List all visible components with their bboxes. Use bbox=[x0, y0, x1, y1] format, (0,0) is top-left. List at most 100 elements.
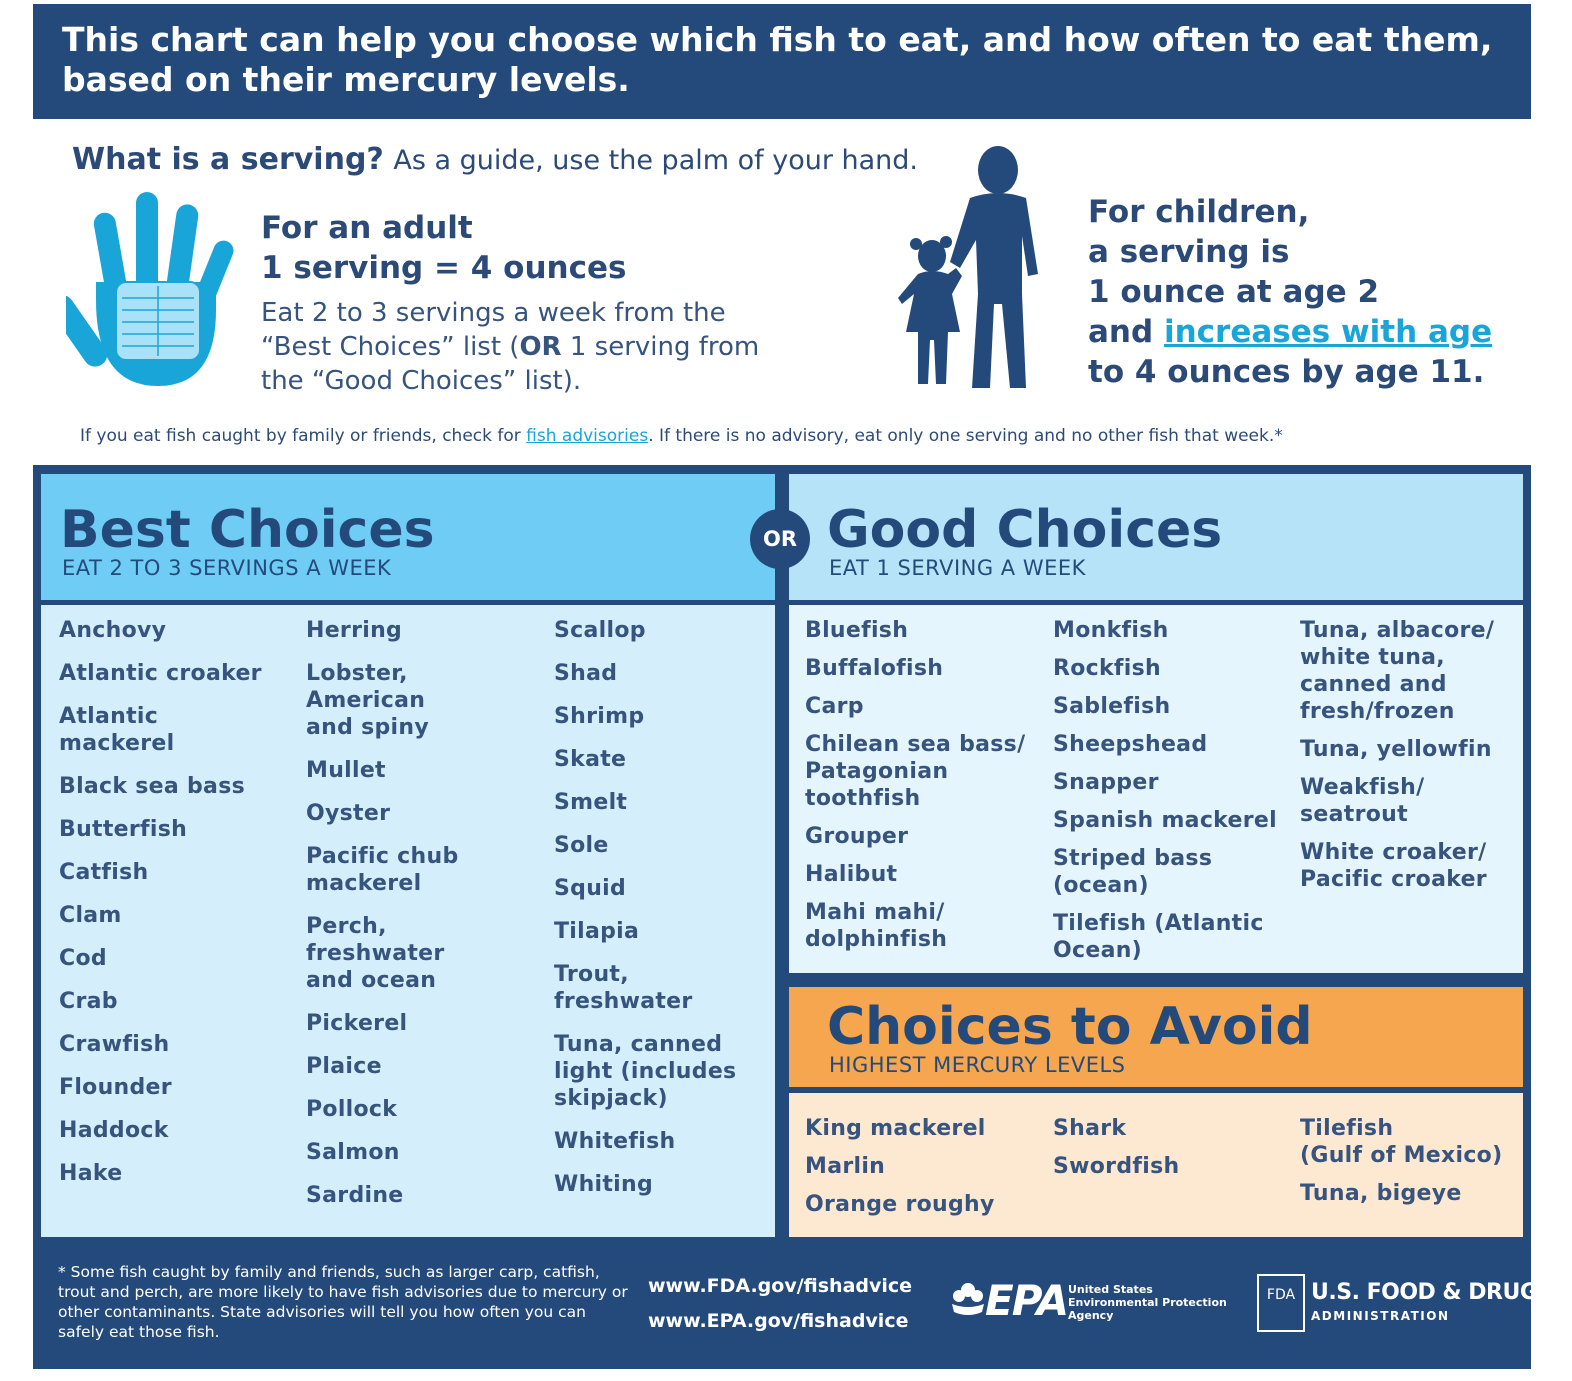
best-column-1: Anchovy Atlantic croaker Atlantic mackerel B… bbox=[59, 617, 289, 1203]
advisory-note: If you eat fish caught by family or frie… bbox=[80, 426, 1283, 446]
adult-serving-text: Eat 2 to 3 servings a week from the “Bes… bbox=[261, 296, 781, 398]
fish-list-item: Shad bbox=[554, 661, 618, 686]
fish-advisories-link[interactable]: fish advisories bbox=[526, 426, 649, 446]
footnote: * Some fish caught by family and friends… bbox=[58, 1263, 628, 1341]
fish-list-item: Snapper bbox=[1053, 770, 1159, 795]
fda-logo-mark: FDA bbox=[1257, 1274, 1305, 1332]
fda-name: U.S. FOOD & DRUG bbox=[1311, 1280, 1538, 1305]
avoid-column-2: Shark Swordfish bbox=[1053, 1115, 1293, 1191]
or-badge: OR bbox=[750, 509, 810, 569]
fish-list-item: Sole bbox=[554, 833, 609, 858]
good-choices-list: Bluefish Buffalofish Carp Chilean sea bass/… bbox=[789, 605, 1523, 973]
epa-flower-icon bbox=[952, 1283, 984, 1315]
child-line1: For children, bbox=[1088, 194, 1310, 230]
fish-list-item: Tuna, yellowfin bbox=[1300, 737, 1492, 762]
fish-list-item: Weakfish/seatrout bbox=[1300, 775, 1425, 827]
fish-list-item: Sheepshead bbox=[1053, 732, 1208, 757]
child-line3: 1 ounce at age 2 bbox=[1088, 274, 1380, 310]
fish-list-item: Flounder bbox=[59, 1075, 172, 1100]
fish-list-item: Smelt bbox=[554, 790, 628, 815]
child-line4: and increases with age bbox=[1088, 312, 1492, 352]
best-column-2: Herring Lobster, American and spiny Mullet Oy… bbox=[306, 617, 536, 1225]
child-line2: a serving is bbox=[1088, 234, 1290, 270]
fish-list-item: Spanish mackerel bbox=[1053, 808, 1277, 833]
fish-list-item: Marlin bbox=[805, 1154, 886, 1179]
best-choices-subtitle: EAT 2 TO 3 SERVINGS A WEEK bbox=[62, 556, 392, 580]
fish-list-item: Anchovy bbox=[59, 618, 167, 643]
best-choices-title: Best Choices bbox=[60, 500, 435, 560]
fish-list-item: Rockfish bbox=[1053, 656, 1161, 681]
fish-list-item: Tuna, bigeye bbox=[1300, 1181, 1462, 1206]
adult-line1: For an adult bbox=[261, 210, 473, 246]
fish-list-item: Striped bass (ocean) bbox=[1053, 846, 1213, 898]
fish-list-item: Buffalofish bbox=[805, 656, 944, 681]
good-column-1: Bluefish Buffalofish Carp Chilean sea bass/… bbox=[805, 617, 1045, 964]
fish-list-item: Whitefish bbox=[554, 1129, 676, 1154]
fish-list-item: Mullet bbox=[306, 758, 386, 783]
fish-list-item: Plaice bbox=[306, 1054, 382, 1079]
fish-list-item: Salmon bbox=[306, 1140, 400, 1165]
fish-list-item: Chilean sea bass/Patagonian toothfish bbox=[805, 732, 1026, 811]
fish-list-item: Scallop bbox=[554, 618, 646, 643]
fish-list-item: Lobster, American and spiny bbox=[306, 661, 430, 740]
fish-list-item: Skate bbox=[554, 747, 627, 772]
fish-list-item: Oyster bbox=[306, 801, 391, 826]
avoid-choices-header: Choices to Avoid HIGHEST MERCURY LEVELS bbox=[789, 987, 1523, 1087]
avoid-column-3: Tilefish (Gulf of Mexico) Tuna, bigeye bbox=[1300, 1115, 1520, 1218]
avoid-choices-list: King mackerel Marlin Orange roughy Shark Sw… bbox=[789, 1093, 1523, 1237]
fda-url-link[interactable]: www.FDA.gov/fishadvice bbox=[648, 1275, 913, 1297]
fish-list-item: Mahi mahi/dolphinfish bbox=[805, 900, 948, 952]
fish-list-item: Tilefish (Gulf of Mexico) bbox=[1300, 1116, 1503, 1168]
fish-list-item: Cod bbox=[59, 946, 107, 971]
fish-list-item: Halibut bbox=[805, 862, 898, 887]
fish-list-item: Shrimp bbox=[554, 704, 645, 729]
adult-body-or: OR bbox=[519, 332, 562, 362]
fish-list-item: Carp bbox=[805, 694, 864, 719]
fish-list-item: Black sea bass bbox=[59, 774, 245, 799]
child-line4-a: and bbox=[1088, 314, 1164, 350]
fish-list-item: Perch, freshwater and ocean bbox=[306, 914, 445, 993]
fish-list-item: Clam bbox=[59, 903, 122, 928]
children-silhouette-icon bbox=[898, 146, 1038, 388]
best-choices-list: Anchovy Atlantic croaker Atlantic mackerel B… bbox=[41, 605, 775, 1237]
adult-body-b: 1 serving from the “Good Choices” list). bbox=[261, 332, 760, 396]
fish-list-item: Pacific chub mackerel bbox=[306, 844, 459, 896]
fish-list-item: Herring bbox=[306, 618, 403, 643]
adult-body-a: Eat 2 to 3 servings a week from the “Bes… bbox=[261, 298, 726, 362]
fish-list-item: Tuna, canned light (includes skipjack) bbox=[554, 1032, 737, 1111]
fish-list-item: White croaker/Pacific croaker bbox=[1300, 840, 1487, 892]
fish-list-item: Grouper bbox=[805, 824, 909, 849]
serving-question-bold: What is a serving? bbox=[72, 142, 384, 177]
fish-list-item: Tilefish (Atlantic Ocean) bbox=[1053, 911, 1264, 963]
header-banner bbox=[33, 4, 1531, 119]
advisory-after: . If there is no advisory, eat only one … bbox=[648, 426, 1283, 446]
good-choices-subtitle: EAT 1 SERVING A WEEK bbox=[829, 556, 1086, 580]
fish-list-item: Tuna, albacore/white tuna, canned and fres… bbox=[1300, 618, 1495, 724]
epa-logo-text: EPA bbox=[985, 1276, 1069, 1325]
fish-list-item: Swordfish bbox=[1053, 1154, 1180, 1179]
fish-list-item: Trout, freshwater bbox=[554, 962, 693, 1014]
fish-list-item: Whiting bbox=[554, 1172, 654, 1197]
best-column-3: Scallop Shad Shrimp Skate Smelt Sole Squid Tila… bbox=[554, 617, 774, 1214]
fish-list-item: Catfish bbox=[59, 860, 149, 885]
fish-list-item: Bluefish bbox=[805, 618, 909, 643]
good-choices-header: Good Choices EAT 1 SERVING A WEEK bbox=[789, 474, 1523, 600]
fish-list-item: Pickerel bbox=[306, 1011, 408, 1036]
increases-with-age-link[interactable]: increases with age bbox=[1163, 314, 1493, 350]
fish-list-item: King mackerel bbox=[805, 1116, 986, 1141]
serving-guide: As a guide, use the palm of your hand. bbox=[393, 145, 919, 176]
adult-line2: 1 serving = 4 ounces bbox=[261, 250, 627, 286]
good-column-2: Monkfish Rockfish Sablefish Sheepshead Snapp… bbox=[1053, 617, 1293, 975]
fish-list-item: Pollock bbox=[306, 1097, 398, 1122]
best-choices-header: Best Choices EAT 2 TO 3 SERVINGS A WEEK bbox=[41, 474, 775, 600]
fish-list-item: Haddock bbox=[59, 1118, 169, 1143]
header-text: This chart can help you choose which fis… bbox=[62, 20, 1493, 99]
serving-question: What is a serving? As a guide, use the p… bbox=[72, 142, 918, 177]
fish-list-item: Shark bbox=[1053, 1116, 1127, 1141]
epa-url-link[interactable]: www.EPA.gov/fishadvice bbox=[648, 1310, 909, 1332]
fish-list-item: Squid bbox=[554, 876, 627, 901]
fish-list-item: Sardine bbox=[306, 1183, 404, 1208]
fish-list-item: Monkfish bbox=[1053, 618, 1169, 643]
good-choices-title: Good Choices bbox=[827, 500, 1223, 560]
hand-palm-icon bbox=[66, 192, 234, 386]
